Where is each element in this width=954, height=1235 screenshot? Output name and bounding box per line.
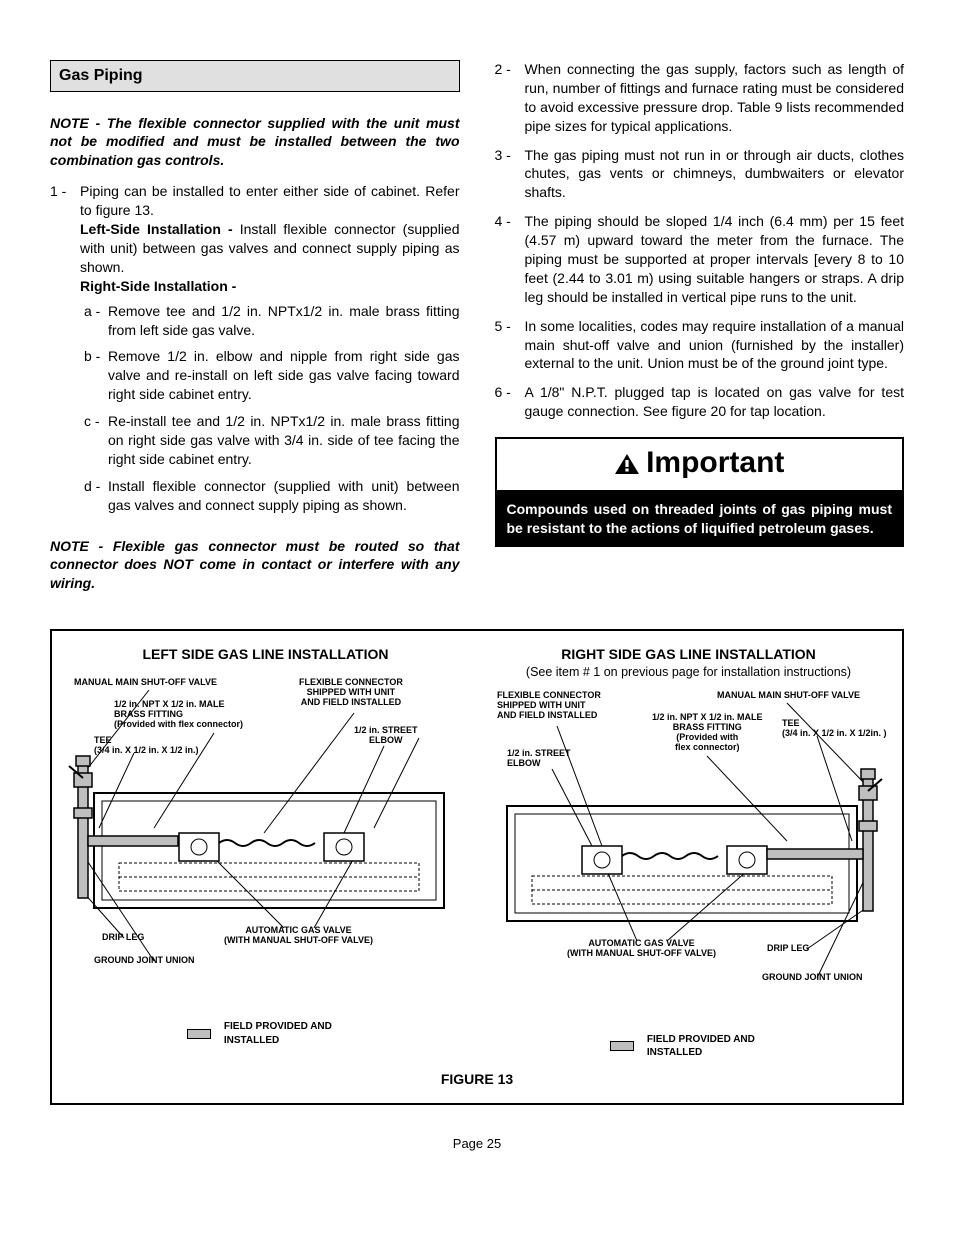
instruction-list-2: 2 -When connecting the gas supply, facto… [495,60,905,421]
legend-swatch [610,1041,634,1051]
sub-letter: b - [80,347,108,404]
legend-left: FIELD PROVIDED AND INSTALLED [64,1020,467,1047]
left-side-label: Left-Side Installation - [80,221,233,237]
important-title: Important [646,446,784,479]
right-schematic-svg [487,691,887,1021]
important-box: Important Compounds used on threaded joi… [495,437,905,547]
sub-letter: d - [80,477,108,515]
warning-icon [614,453,640,475]
left-diagram: MANUAL MAIN SHUT-OFF VALVE FLEXIBLE CONN… [64,678,467,1008]
item-text: The piping should be sloped 1/4 inch (6.… [525,212,905,306]
sub-text: Re-install tee and 1/2 in. NPTx1/2 in. m… [108,412,460,469]
right-side-label: Right-Side Installation - [80,278,236,294]
important-header: Important [497,439,903,492]
item-text: The gas piping must not run in or throug… [525,146,905,203]
figure-13: LEFT SIDE GAS LINE INSTALLATION MANUAL M… [50,629,904,1105]
sub-letter: c - [80,412,108,469]
sub-text: Remove 1/2 in. elbow and nipple from rig… [108,347,460,404]
left-schematic-svg [64,678,464,1008]
figure-right-subtitle: (See item # 1 on previous page for insta… [487,664,890,681]
legend-right: FIELD PROVIDED AND INSTALLED [487,1033,890,1060]
legend-text: FIELD PROVIDED AND INSTALLED [224,1020,344,1047]
figure-right-title: RIGHT SIDE GAS LINE INSTALLATION [487,645,890,664]
page-number: Page 25 [50,1135,904,1153]
section-header: Gas Piping [50,60,460,92]
item-number: 5 - [495,317,525,374]
item-number: 3 - [495,146,525,203]
item-text: In some localities, codes may require in… [525,317,905,374]
sub-letter: a - [80,302,108,340]
item-text: Piping can be installed to enter either … [80,183,460,218]
sub-text: Remove tee and 1/2 in. NPTx1/2 in. male … [108,302,460,340]
note-flex-connector: NOTE - The flexible connector supplied w… [50,114,460,171]
item-number: 2 - [495,60,525,136]
important-body: Compounds used on threaded joints of gas… [497,492,903,546]
right-diagram: FLEXIBLE CONNECTOR SHIPPED WITH UNIT AND… [487,691,890,1021]
item-text: A 1/8" N.P.T. plugged tap is located on … [525,383,905,421]
legend-text: FIELD PROVIDED AND INSTALLED [647,1033,767,1060]
item-number: 6 - [495,383,525,421]
figure-left-title: LEFT SIDE GAS LINE INSTALLATION [64,645,467,664]
item-text: When connecting the gas supply, factors … [525,60,905,136]
figure-caption: FIGURE 13 [64,1070,890,1089]
item-number: 1 - [50,182,80,522]
legend-swatch [187,1029,211,1039]
sub-text: Install flexible connector (supplied wit… [108,477,460,515]
item-number: 4 - [495,212,525,306]
sub-instruction-list: a -Remove tee and 1/2 in. NPTx1/2 in. ma… [80,302,460,515]
note-routing: NOTE - Flexible gas connector must be ro… [50,537,460,594]
instruction-list-1: 1 - Piping can be installed to enter eit… [50,182,460,522]
